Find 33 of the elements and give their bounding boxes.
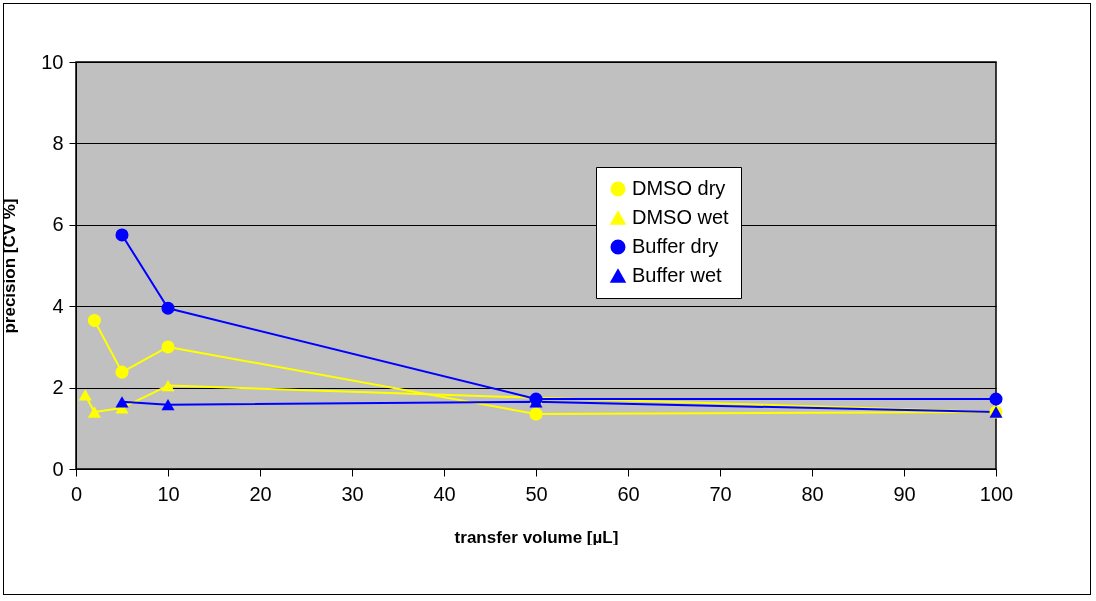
y-tick-label: 10 bbox=[41, 50, 64, 73]
y-tick-label: 0 bbox=[52, 457, 64, 480]
point bbox=[989, 392, 1003, 406]
x-tick-label: 20 bbox=[249, 482, 272, 505]
legend-label: Buffer wet bbox=[632, 264, 723, 286]
legend-label: DMSO dry bbox=[632, 177, 726, 199]
point bbox=[87, 406, 101, 418]
point bbox=[115, 365, 129, 379]
x-tick-label: 80 bbox=[801, 482, 824, 505]
y-tick-label: 6 bbox=[52, 213, 64, 236]
y-tick-label: 2 bbox=[52, 376, 64, 399]
y-tick-label: 8 bbox=[52, 131, 64, 154]
x-tick-label: 0 bbox=[70, 482, 83, 505]
point bbox=[87, 313, 101, 327]
x-tick-label: 90 bbox=[893, 482, 916, 505]
point bbox=[115, 396, 129, 408]
legend-label: DMSO wet bbox=[632, 206, 730, 228]
x-tick-label: 50 bbox=[525, 482, 548, 505]
legend-label: Buffer dry bbox=[632, 235, 719, 257]
point bbox=[161, 301, 175, 315]
x-tick-label: 100 bbox=[979, 482, 1014, 505]
point bbox=[115, 228, 129, 242]
point bbox=[529, 407, 543, 421]
x-tick-label: 40 bbox=[433, 482, 456, 505]
x-tick-label: 70 bbox=[709, 482, 732, 505]
x-tick-label: 60 bbox=[617, 482, 640, 505]
point bbox=[161, 399, 175, 411]
x-tick-label: 10 bbox=[157, 482, 180, 505]
point bbox=[161, 379, 175, 392]
point bbox=[78, 389, 92, 401]
x-tick-label: 30 bbox=[341, 482, 364, 505]
point bbox=[161, 340, 175, 354]
y-tick-label: 4 bbox=[52, 294, 64, 317]
